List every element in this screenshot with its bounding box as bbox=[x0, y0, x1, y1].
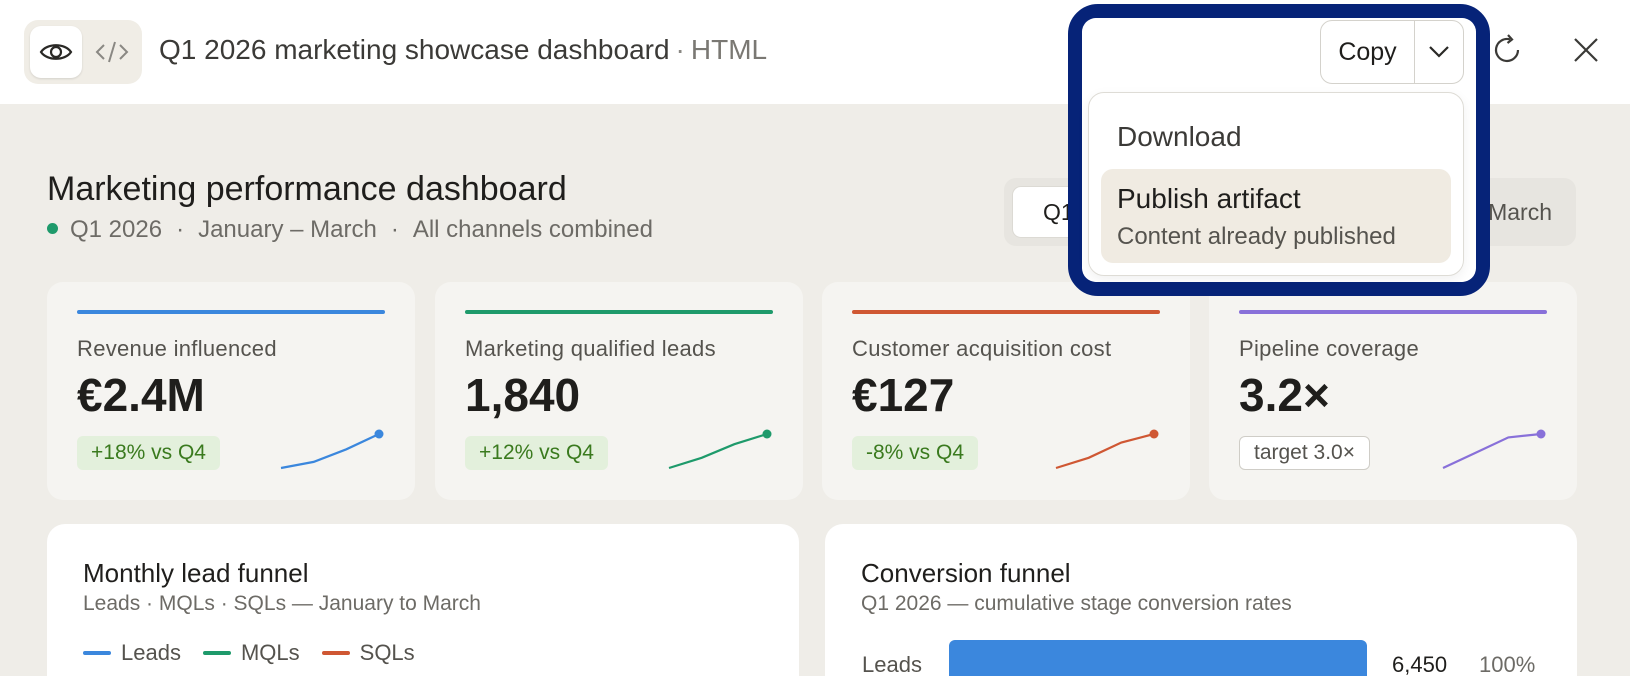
period-label: Q1 2026 bbox=[70, 216, 163, 243]
kpi-value: 3.2× bbox=[1239, 369, 1330, 421]
page-title: Marketing performance dashboard bbox=[47, 170, 567, 208]
legend-label: MQLs bbox=[240, 640, 300, 665]
legend-item-sqls: SQLs bbox=[321, 640, 415, 666]
copy-button[interactable]: Copy bbox=[1321, 21, 1415, 83]
kpi-card-revenue: Revenue influenced €2.4M +18% vs Q4 bbox=[47, 282, 415, 500]
chevron-down-icon bbox=[1429, 46, 1449, 58]
subtitle-separator: · bbox=[390, 216, 399, 243]
view-toggle bbox=[24, 20, 142, 84]
sparkline-endpoint bbox=[1149, 429, 1159, 439]
range-label: January – March bbox=[198, 216, 377, 243]
kpi-accent-bar bbox=[77, 310, 385, 314]
preview-button[interactable] bbox=[30, 26, 82, 78]
kpi-value: €127 bbox=[852, 369, 955, 421]
document-title: Q1 2026 marketing showcase dashboard · HTM… bbox=[159, 34, 767, 66]
funnel-stage-bar bbox=[949, 640, 1367, 676]
kpi-value: €2.4M bbox=[77, 369, 205, 421]
kpi-badge: target 3.0× bbox=[1239, 436, 1370, 470]
menu-item-download[interactable]: Download bbox=[1101, 107, 1451, 165]
legend-swatch bbox=[202, 651, 231, 655]
kpi-card-mqls: Marketing qualified leads 1,840 +12% vs … bbox=[435, 282, 803, 500]
close-icon bbox=[1574, 38, 1598, 62]
document-format: HTML bbox=[690, 34, 768, 65]
eye-icon bbox=[39, 44, 73, 60]
sparkline-path bbox=[1442, 432, 1542, 469]
refresh-icon bbox=[1494, 34, 1520, 63]
copy-options-menu: Download Publish artifact Content alread… bbox=[1088, 92, 1464, 276]
code-button[interactable] bbox=[86, 26, 138, 78]
copy-button-group: Copy bbox=[1320, 20, 1464, 84]
funnel-stage-label: Leads bbox=[862, 652, 922, 676]
document-name: Q1 2026 marketing showcase dashboard bbox=[159, 34, 670, 65]
subtitle-separator: · bbox=[176, 216, 185, 243]
title-separator: · bbox=[675, 34, 685, 65]
kpi-label: Pipeline coverage bbox=[1239, 336, 1419, 361]
sparkline-endpoint bbox=[762, 429, 772, 439]
panel-subtitle: Q1 2026 — cumulative stage conversion ra… bbox=[861, 592, 1292, 615]
sparkline-path bbox=[668, 432, 768, 470]
status-dot bbox=[47, 223, 58, 234]
close-button[interactable] bbox=[1568, 32, 1604, 68]
refresh-button[interactable] bbox=[1487, 30, 1527, 70]
panel-title: Conversion funnel bbox=[861, 558, 1071, 588]
kpi-badge: +18% vs Q4 bbox=[77, 436, 220, 470]
copy-options-button[interactable] bbox=[1415, 21, 1463, 83]
legend-item-mqls: MQLs bbox=[202, 640, 300, 666]
page-subtitle: Q1 2026 · January – March · All channels com… bbox=[47, 216, 653, 244]
kpi-sparkline bbox=[1055, 429, 1159, 470]
kpi-sparkline bbox=[280, 429, 384, 470]
kpi-accent-bar bbox=[852, 310, 1160, 314]
menu-item-label: Publish artifact bbox=[1117, 183, 1301, 214]
kpi-card-cac: Customer acquisition cost €127 -8% vs Q4 bbox=[822, 282, 1190, 500]
kpi-sparkline bbox=[1442, 429, 1546, 469]
legend-swatch bbox=[321, 651, 350, 655]
menu-item-label: Download bbox=[1117, 121, 1242, 152]
legend-label: SQLs bbox=[359, 640, 415, 665]
kpi-label: Customer acquisition cost bbox=[852, 336, 1112, 361]
sparkline-endpoint bbox=[374, 429, 384, 439]
kpi-badge: +12% vs Q4 bbox=[465, 436, 608, 470]
kpi-card-pipeline: Pipeline coverage 3.2× target 3.0× bbox=[1209, 282, 1577, 500]
funnel-stage-percent: 100% bbox=[1479, 652, 1536, 676]
sparkline-endpoint bbox=[1536, 429, 1546, 439]
menu-item-publish-artifact[interactable]: Publish artifact Content already publish… bbox=[1101, 169, 1451, 263]
kpi-badge: -8% vs Q4 bbox=[852, 436, 979, 470]
kpi-label: Marketing qualified leads bbox=[465, 336, 716, 361]
kpi-value: 1,840 bbox=[465, 369, 581, 421]
menu-item-description: Content already published bbox=[1117, 223, 1396, 250]
legend-label: Leads bbox=[121, 640, 181, 665]
chart-legend: Leads MQLs SQLs bbox=[83, 640, 415, 666]
legend-item-leads: Leads bbox=[83, 640, 181, 666]
kpi-label: Revenue influenced bbox=[77, 336, 277, 361]
sparkline-path bbox=[280, 433, 380, 470]
panel-title: Monthly lead funnel bbox=[83, 558, 309, 588]
sparkline-path bbox=[1055, 432, 1155, 470]
kpi-sparkline bbox=[668, 429, 772, 470]
funnel-stage-value: 6,450 bbox=[1392, 652, 1448, 676]
code-icon bbox=[95, 41, 129, 63]
channels-label: All channels combined bbox=[412, 216, 653, 243]
panel-subtitle: Leads · MQLs · SQLs — January to March bbox=[83, 592, 481, 615]
lead-funnel-panel: Monthly lead funnel Leads · MQLs · SQLs … bbox=[47, 524, 799, 676]
kpi-accent-bar bbox=[1239, 310, 1547, 314]
legend-swatch bbox=[83, 651, 111, 655]
kpi-accent-bar bbox=[465, 310, 773, 314]
period-option-march[interactable]: March bbox=[1488, 198, 1552, 225]
